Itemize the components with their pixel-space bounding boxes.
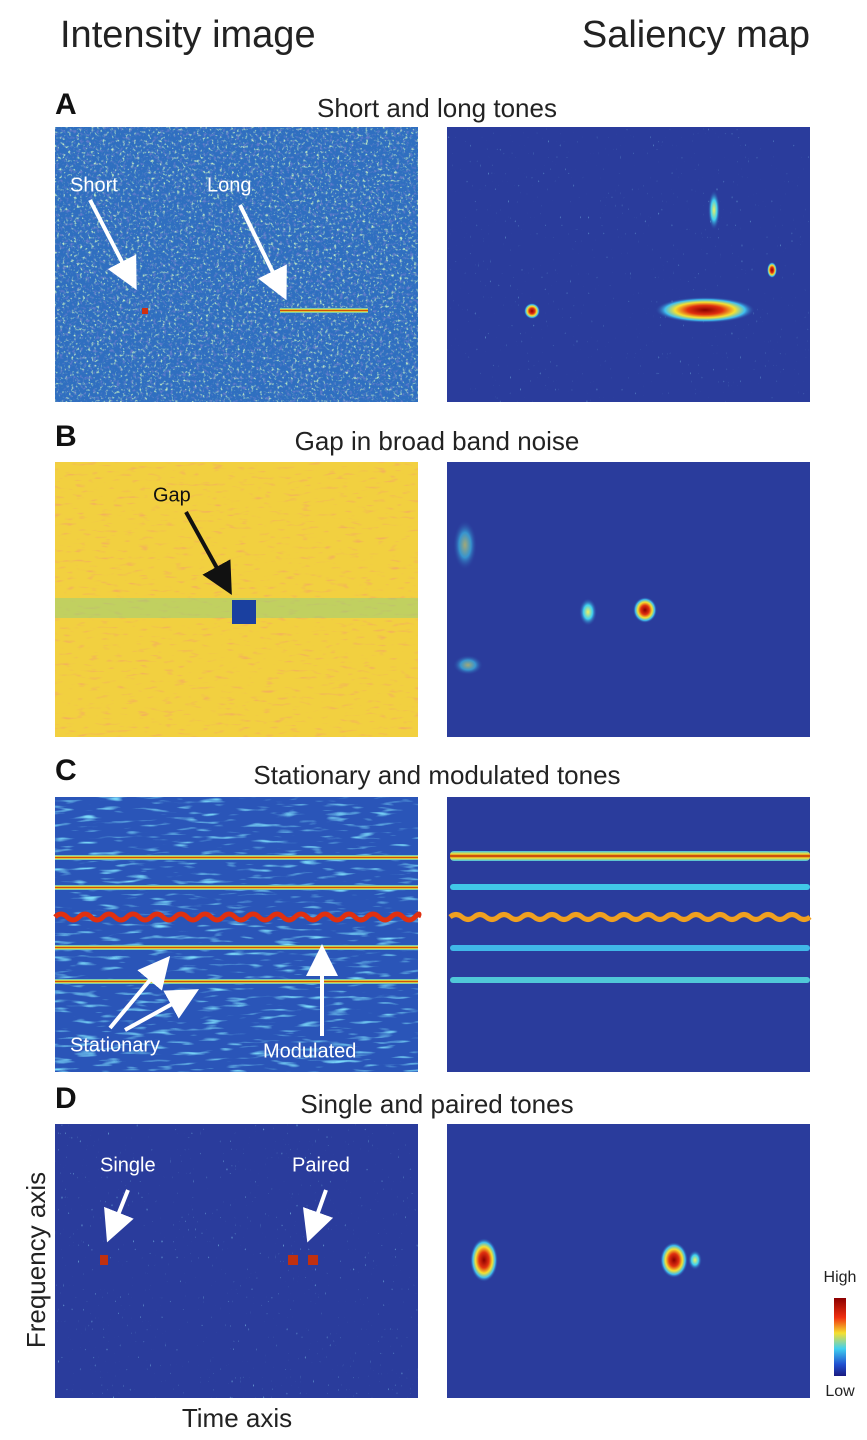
column-title: Intensity image <box>60 14 316 56</box>
saliency-map <box>447 462 810 737</box>
intensity-image <box>53 797 422 1072</box>
intensity-image <box>55 462 418 737</box>
annotation: Single <box>100 1154 156 1176</box>
panel-letter: B <box>55 420 77 453</box>
colorbar <box>834 1298 846 1376</box>
annotation: Long <box>207 174 252 196</box>
saliency-map <box>447 127 810 402</box>
panel-letter: A <box>55 88 77 121</box>
x-axis-label: Time axis <box>182 1403 292 1433</box>
annotation: Short <box>70 174 118 196</box>
y-axis-label: Frequency axis <box>21 1172 51 1348</box>
annotation: Paired <box>292 1154 350 1176</box>
panel-title: Gap in broad band noise <box>295 426 580 456</box>
annotation: Stationary <box>70 1034 160 1056</box>
column-title: Saliency map <box>582 14 810 56</box>
colorbar-label: High <box>824 1269 857 1286</box>
saliency-map <box>447 1124 810 1398</box>
annotation: Gap <box>153 484 191 506</box>
panel-title: Single and paired tones <box>300 1089 573 1119</box>
panel-title: Short and long tones <box>317 93 557 123</box>
annotation: Modulated <box>263 1040 356 1062</box>
saliency-map <box>447 797 812 1072</box>
panel-title: Stationary and modulated tones <box>253 760 620 790</box>
colorbar-label: Low <box>825 1383 855 1400</box>
panel-letter: C <box>55 754 77 787</box>
panel-letter: D <box>55 1082 77 1115</box>
intensity-image <box>55 1124 418 1398</box>
intensity-image <box>55 127 418 402</box>
